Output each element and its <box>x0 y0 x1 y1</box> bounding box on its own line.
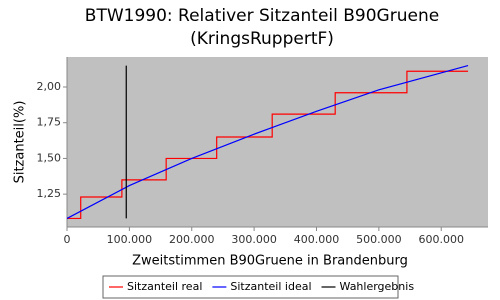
x-tick-label: 100.000 <box>107 233 153 246</box>
x-tick-label: 0 <box>64 233 71 246</box>
y-tick-label: 1,50 <box>37 151 62 164</box>
x-tick-label: 400.000 <box>294 233 340 246</box>
legend-label: Sitzanteil ideal <box>230 280 311 293</box>
legend-box <box>102 275 399 299</box>
plot-area <box>67 57 488 227</box>
x-axis-label: Zweitstimmen B90Gruene in Brandenburg <box>132 254 408 269</box>
series-line <box>66 64 469 219</box>
chart-title: BTW1990: Relativer Sitzanteil B90Gruene <box>85 6 439 26</box>
legend-label: Sitzanteil real <box>127 280 202 293</box>
y-axis-label: Sitzanteil(%) <box>13 101 28 184</box>
x-tick-label: 300.000 <box>231 233 277 246</box>
x-tick-label: 200.000 <box>169 233 215 246</box>
y-tick-label: 2,00 <box>37 80 62 93</box>
chart-subtitle: (KringsRuppertF) <box>190 29 334 49</box>
x-tick-label: 500.000 <box>356 233 402 246</box>
y-tick-label: 1,75 <box>37 116 62 129</box>
y-tick-label: 1,25 <box>37 187 62 200</box>
legend-label: Wahlergebnis <box>340 280 415 293</box>
x-tick-label: 600.000 <box>418 233 464 246</box>
